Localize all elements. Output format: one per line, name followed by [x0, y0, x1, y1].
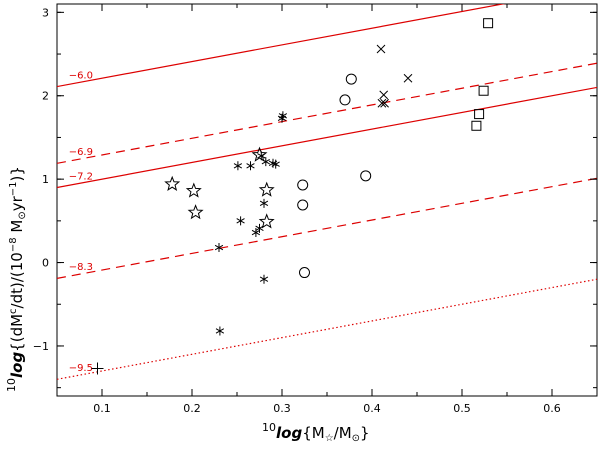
asterisk-marker: [246, 161, 255, 171]
reference-line-label: −6.9: [69, 147, 93, 158]
circle-marker: [297, 199, 309, 211]
asterisk-marker: [214, 243, 224, 253]
y-axis-title-sub: ⊙: [17, 211, 28, 219]
y-tick-label: 2: [42, 90, 49, 103]
cross-marker: [376, 44, 386, 54]
asterisk-marker: [251, 228, 261, 238]
asterisk-marker: [278, 111, 288, 121]
x-axis-title-end: }: [360, 424, 370, 442]
x-tick-label: 0.4: [363, 402, 381, 415]
y-axis-title-unit: M: [8, 220, 26, 238]
reference-line: [57, 4, 506, 88]
y-axis-title: 10log{(dMc/dt)/(10−8 M⊙yr−1)}: [5, 166, 28, 392]
reference-line: [57, 86, 597, 189]
x-axis-title-sub2: ⊙: [352, 433, 360, 444]
y-axis-title-sup2: −8: [8, 237, 19, 252]
circle-marker: [360, 170, 372, 182]
square-marker: [478, 85, 489, 96]
y-axis-title-prefix: 10: [5, 378, 18, 392]
plot-frame: [56, 3, 598, 397]
y-axis-title-body: {(dM: [8, 314, 26, 352]
y-axis-title-end: )}: [8, 166, 26, 181]
star-marker: [258, 213, 275, 229]
reference-line-label: −8.3: [69, 262, 93, 273]
axis-ticks: 0.1 0.2 0.3 0.4 0.5 0.6 −1 0 1 2 3: [33, 4, 598, 415]
asterisk-marker: [233, 161, 243, 171]
asterisk-marker: [215, 326, 225, 336]
x-tick-label: 0.2: [183, 402, 201, 415]
reference-line: [57, 62, 597, 164]
cross-marker: [380, 98, 389, 108]
reference-line-labels: −6.0 −6.9 −7.2 −8.3 −9.5: [69, 70, 93, 374]
y-tick-label: 1: [42, 173, 49, 186]
x-axis-title-sub: ☆: [325, 433, 334, 444]
asterisk-marker: [271, 159, 280, 169]
y-axis-title-sup3: −1: [8, 181, 19, 196]
y-axis-title-sup1: c: [8, 308, 19, 314]
y-tick-label: 0: [42, 257, 49, 270]
reference-line-label: −7.2: [69, 171, 93, 182]
y-axis-title-mid: /dt)/(10: [8, 252, 26, 308]
x-axis-title-body: {M: [302, 424, 325, 442]
y-axis-title-yr: yr: [8, 195, 26, 211]
reference-line-label: −9.5: [69, 363, 93, 374]
x-tick-label: 0.5: [453, 402, 471, 415]
circle-marker: [345, 73, 357, 85]
star-marker: [185, 182, 202, 198]
x-axis-title-prefix: 10: [262, 421, 276, 434]
square-marker: [483, 18, 494, 29]
asterisk-marker: [261, 157, 270, 167]
asterisk-marker: [257, 151, 266, 161]
reference-line: [57, 177, 597, 279]
asterisk-marker: [259, 274, 269, 284]
circle-marker: [299, 267, 310, 279]
x-axis-title-mid: /M: [334, 424, 352, 442]
asterisk-marker: [259, 198, 269, 208]
cross-marker: [403, 73, 413, 83]
star-marker: [187, 204, 204, 220]
x-axis-title: 10log{M☆/M⊙}: [262, 421, 370, 444]
plus-marker: [91, 362, 104, 375]
star-marker: [251, 146, 268, 162]
square-marker: [474, 109, 485, 120]
square-marker: [471, 120, 482, 131]
star-marker: [164, 175, 181, 191]
asterisk-marker: [236, 216, 245, 226]
asterisk-marker: [255, 223, 264, 233]
x-tick-label: 0.3: [273, 402, 291, 415]
x-tick-label: 0.6: [543, 402, 561, 415]
y-tick-label: 3: [42, 6, 49, 19]
cross-marker: [379, 90, 389, 100]
reference-lines: [57, 4, 597, 380]
circle-marker: [297, 179, 309, 191]
x-axis-title-log: log: [276, 424, 302, 442]
circle-marker: [339, 94, 351, 106]
data-markers: [91, 18, 494, 375]
reference-line-label: −6.0: [69, 70, 93, 81]
cross-marker: [377, 98, 387, 108]
x-tick-label: 0.1: [93, 402, 111, 415]
star-marker: [258, 181, 275, 197]
y-axis-title-log: log: [8, 352, 26, 378]
y-tick-label: −1: [33, 340, 49, 353]
